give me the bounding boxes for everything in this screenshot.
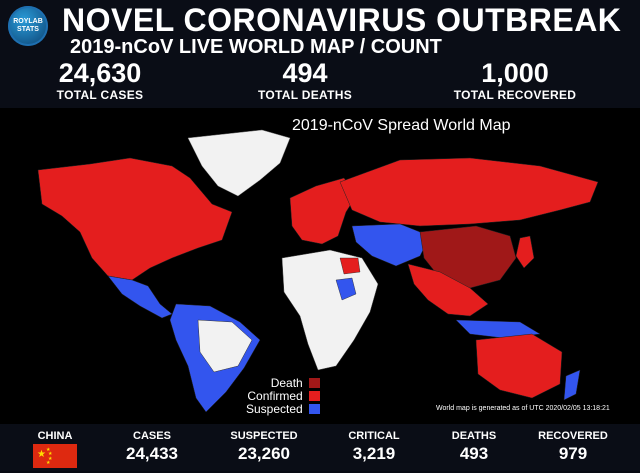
map-region-africa [281,249,379,371]
svg-text:★: ★ [48,456,53,462]
total-cases-label: TOTAL CASES [56,88,144,102]
svg-text:★: ★ [48,451,53,457]
header: ROYLAB STATS NOVEL CORONAVIRUS OUTBREAK … [0,0,640,108]
total-deaths-value: 494 [282,58,328,88]
country-name: CHINA [37,430,73,442]
legend-swatch-death [308,377,320,388]
map-region-north-america [37,157,233,281]
deaths-column: DEATHS 493 [434,430,514,465]
map-region-russia [339,157,599,227]
map-legend: Death Confirmed Suspected [246,375,320,416]
roylab-logo: ROYLAB STATS [8,6,48,46]
world-map-panel: 2019-nCoV Spread World Map Death Confirm… [0,108,640,424]
map-region-africa-suspected [335,277,357,301]
map-region-china [419,225,517,289]
critical-label: CRITICAL [348,430,400,442]
country-stats-bar: CHINA ★ ★ ★ ★ ★ CASES 24,433 SUSPECTED 2… [0,424,640,471]
suspected-value: 23,260 [238,444,290,463]
legend-swatch-suspected [308,403,320,414]
total-recovered-value: 1,000 [481,58,549,88]
total-deaths-stat: 494 TOTAL DEATHS [240,58,370,102]
cases-value: 24,433 [126,444,178,463]
map-region-japan [515,235,535,269]
china-flag-icon: ★ ★ ★ ★ ★ [33,444,77,468]
legend-swatch-confirmed [308,390,320,401]
deaths-label: DEATHS [451,430,497,442]
recovered-value: 979 [558,444,588,463]
svg-text:★: ★ [46,447,51,453]
critical-column: CRITICAL 3,219 [334,430,414,465]
legend-label-death: Death [270,375,303,390]
map-region-central-america [107,275,173,319]
legend-item-confirmed: Confirmed [246,388,320,403]
map-title: 2019-nCoV Spread World Map [292,117,511,134]
legend-label-confirmed: Confirmed [247,388,303,403]
svg-text:★: ★ [46,460,51,466]
svg-text:★: ★ [37,449,46,460]
total-recovered-label: TOTAL RECOVERED [453,88,577,102]
total-recovered-stat: 1,000 TOTAL RECOVERED [440,58,590,102]
map-region-greenland [187,129,291,197]
legend-label-suspected: Suspected [246,401,303,416]
map-region-brazil [197,319,253,373]
country-column: CHINA [20,430,90,443]
map-region-egypt [339,257,361,275]
legend-item-suspected: Suspected [246,401,320,416]
page-subtitle: 2019-nCoV LIVE WORLD MAP / COUNT [70,36,442,58]
cases-label: CASES [133,430,171,442]
map-region-new-zealand [563,369,581,401]
suspected-label: SUSPECTED [230,430,298,442]
legend-item-death: Death [246,375,320,390]
deaths-value: 493 [459,444,489,463]
page-title: NOVEL CORONAVIRUS OUTBREAK [62,2,622,38]
map-region-europe [289,177,357,245]
world-map [37,129,599,413]
logo-text-line2: STATS [17,26,39,33]
map-region-south-asia [407,263,489,317]
recovered-label: RECOVERED [538,430,608,442]
total-deaths-label: TOTAL DEATHS [257,88,353,102]
recovered-column: RECOVERED 979 [528,430,618,465]
map-timestamp-note: World map is generated as of UTC 2020/02… [436,405,610,412]
cases-column: CASES 24,433 [112,430,192,465]
total-cases-value: 24,630 [58,58,142,88]
critical-value: 3,219 [352,444,396,463]
map-region-australia [475,333,563,399]
map-region-central-asia [351,223,431,267]
logo-text-line1: ROYLAB [13,18,43,25]
total-cases-stat: 24,630 TOTAL CASES [40,58,160,102]
suspected-column: SUSPECTED 23,260 [222,430,306,465]
